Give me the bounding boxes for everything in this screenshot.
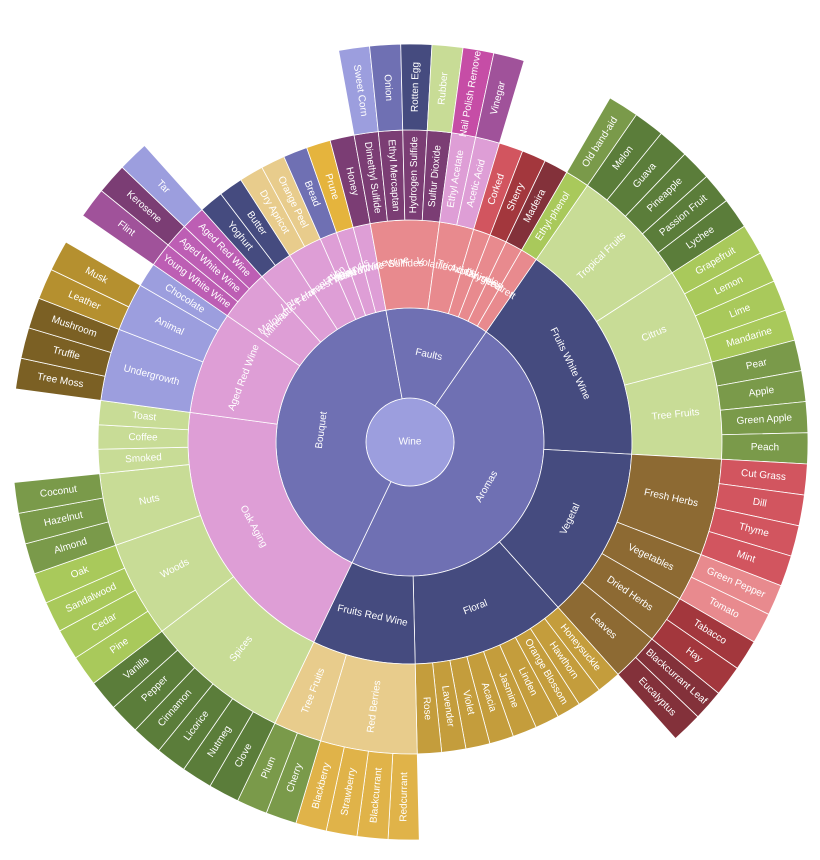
segment-peach xyxy=(721,432,809,465)
segment-redcurrant xyxy=(387,753,420,841)
segment-rotten-egg xyxy=(400,43,433,131)
segment-wine xyxy=(365,397,455,487)
segment-old-band-aid xyxy=(566,97,637,186)
segments xyxy=(13,43,809,841)
